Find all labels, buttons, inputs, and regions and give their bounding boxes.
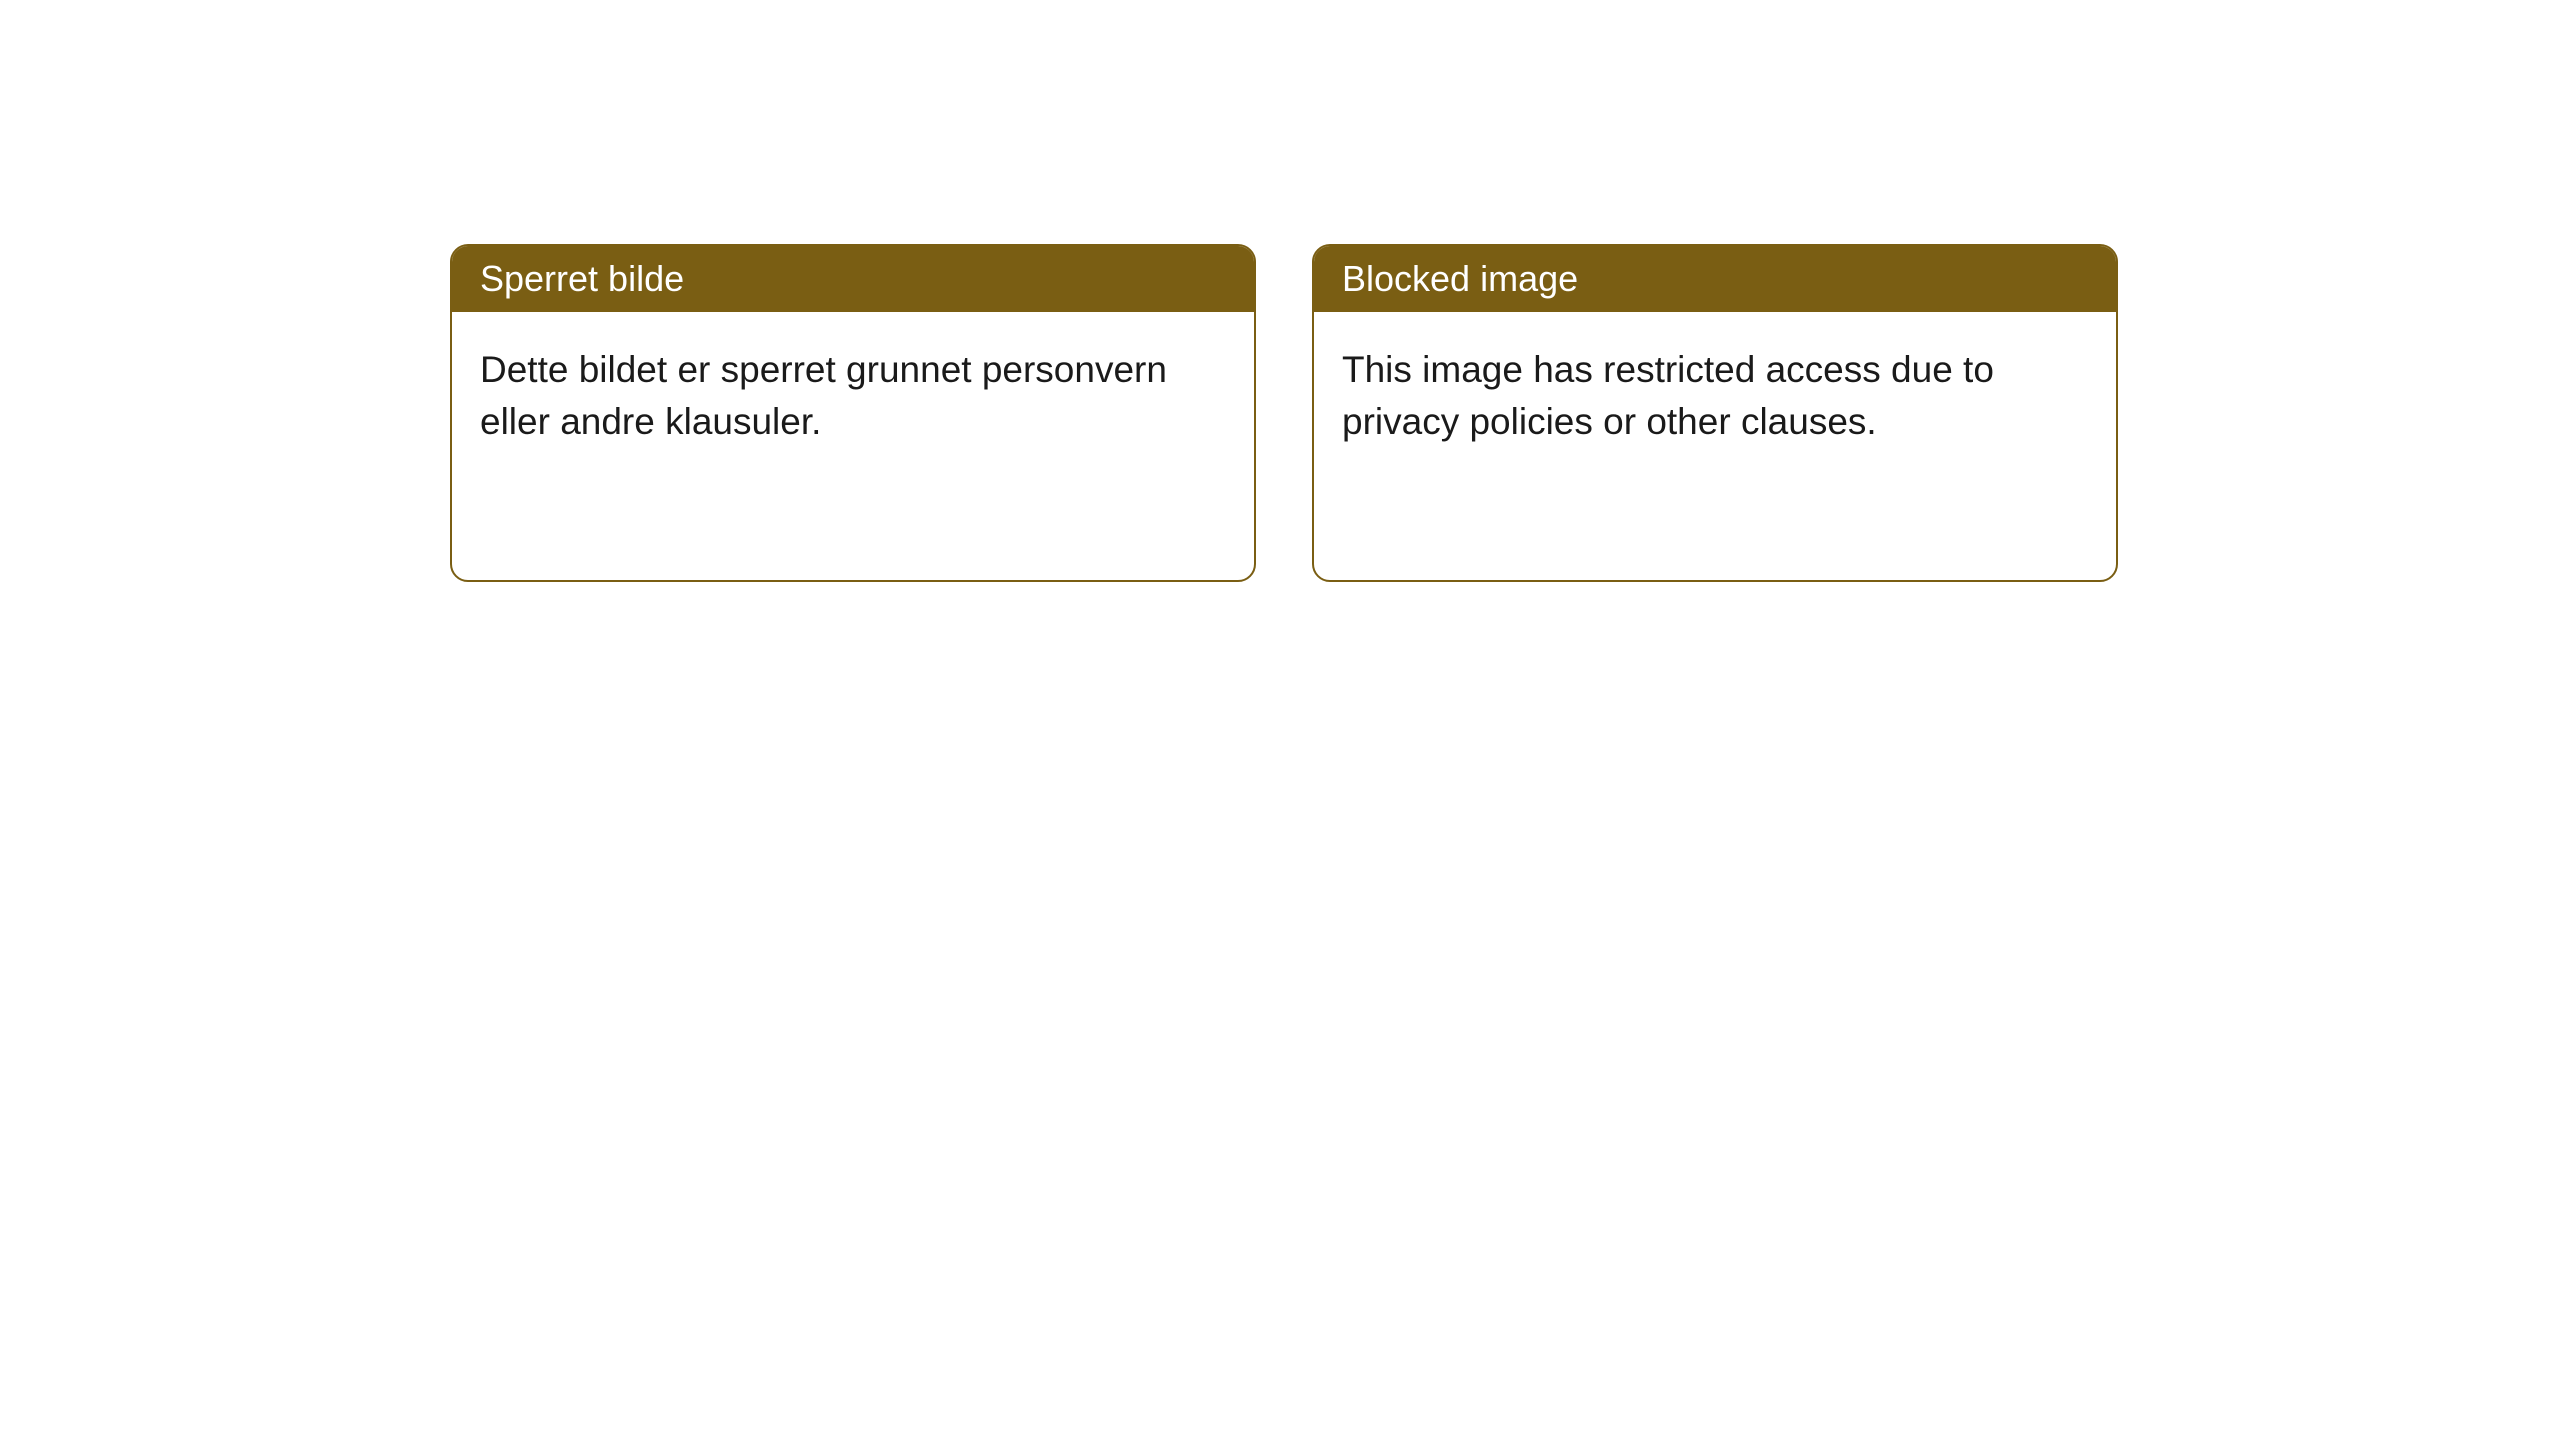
notice-header: Blocked image (1314, 246, 2116, 312)
notice-title: Blocked image (1342, 258, 1578, 299)
notice-title: Sperret bilde (480, 258, 684, 299)
notice-container: Sperret bilde Dette bildet er sperret gr… (0, 0, 2560, 582)
notice-card-english: Blocked image This image has restricted … (1312, 244, 2118, 582)
notice-message: Dette bildet er sperret grunnet personve… (480, 349, 1167, 442)
notice-message: This image has restricted access due to … (1342, 349, 1994, 442)
notice-body: Dette bildet er sperret grunnet personve… (452, 312, 1254, 480)
notice-header: Sperret bilde (452, 246, 1254, 312)
notice-card-norwegian: Sperret bilde Dette bildet er sperret gr… (450, 244, 1256, 582)
notice-body: This image has restricted access due to … (1314, 312, 2116, 480)
